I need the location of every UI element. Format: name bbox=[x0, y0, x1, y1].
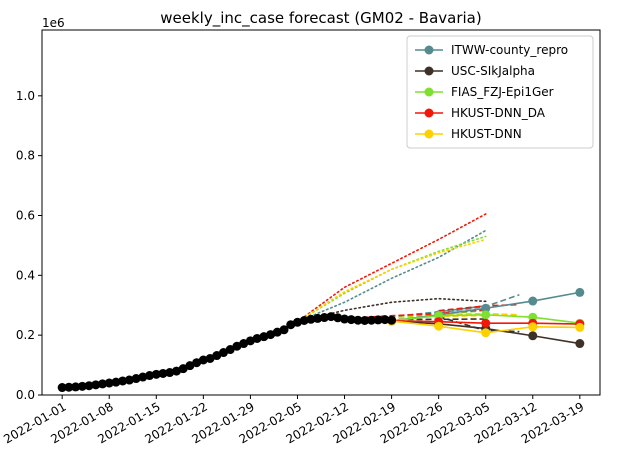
legend-label: HKUST-DNN_DA bbox=[451, 106, 546, 120]
observed-point bbox=[111, 377, 121, 387]
observed-point bbox=[346, 315, 356, 325]
observed-point bbox=[340, 314, 350, 324]
observed-point bbox=[219, 348, 229, 358]
y-tick-label: 0.4 bbox=[16, 268, 35, 282]
chart-title: weekly_inc_case forecast (GM02 - Bavaria… bbox=[160, 9, 481, 28]
series-point bbox=[528, 331, 538, 341]
observed-point bbox=[212, 351, 222, 361]
forecast-dotted-line bbox=[296, 229, 487, 323]
plot-area bbox=[57, 213, 585, 393]
observed-point bbox=[326, 312, 336, 322]
legend-label: HKUST-DNN bbox=[451, 127, 522, 141]
observed-point bbox=[380, 315, 390, 325]
observed-point bbox=[185, 361, 195, 371]
observed-point bbox=[319, 313, 329, 323]
observed-point bbox=[84, 381, 94, 391]
observed-point bbox=[98, 379, 108, 389]
observed-point bbox=[366, 315, 376, 325]
y-tick-label: 0.8 bbox=[16, 149, 35, 163]
observed-point bbox=[91, 380, 101, 390]
observed-point bbox=[77, 381, 87, 391]
observed-point bbox=[118, 376, 128, 386]
observed-point bbox=[333, 313, 343, 323]
observed-point bbox=[165, 368, 175, 378]
observed-point bbox=[145, 371, 155, 381]
observed-point bbox=[138, 372, 148, 382]
y-tick-label: 0.6 bbox=[16, 208, 35, 222]
observed-point bbox=[124, 375, 134, 385]
legend: ITWW-county_repro USC-SIkJalpha FIAS_FZJ-E… bbox=[406, 35, 594, 149]
observed-point bbox=[353, 315, 363, 325]
observed-point bbox=[131, 374, 141, 384]
observed-point bbox=[151, 369, 161, 379]
series-point bbox=[575, 339, 585, 349]
observed-point bbox=[178, 364, 188, 374]
legend-box bbox=[406, 35, 594, 149]
series-point bbox=[481, 318, 491, 328]
y-tick-label: 1.0 bbox=[16, 89, 35, 103]
observed-point bbox=[198, 355, 208, 365]
series-point bbox=[528, 322, 538, 332]
observed-point bbox=[299, 316, 309, 326]
legend-marker bbox=[424, 45, 434, 55]
y-tick-label: 0.2 bbox=[16, 328, 35, 342]
series-point bbox=[434, 321, 444, 331]
legend-marker bbox=[424, 66, 434, 76]
series-point bbox=[481, 328, 491, 338]
legend-label: USC-SIkJalpha bbox=[451, 64, 535, 78]
observed-point bbox=[373, 315, 383, 325]
y-exponent-label: 1e6 bbox=[42, 16, 65, 30]
legend-marker bbox=[424, 129, 434, 139]
legend-marker bbox=[424, 87, 434, 97]
observed-point bbox=[64, 382, 74, 392]
legend-label: ITWW-county_repro bbox=[451, 43, 568, 57]
observed-point bbox=[205, 354, 215, 363]
series-point bbox=[575, 322, 585, 332]
y-tick-label: 0.0 bbox=[16, 388, 35, 402]
forecast-dotted-line bbox=[296, 238, 487, 323]
forecast-dotted-line bbox=[296, 213, 487, 323]
observed-point bbox=[387, 315, 397, 325]
series-point bbox=[481, 303, 491, 313]
observed-point bbox=[279, 325, 289, 335]
legend-marker bbox=[424, 108, 434, 118]
legend-label: FIAS_FZJ-Epi1Ger bbox=[451, 85, 554, 99]
observed-point bbox=[360, 316, 370, 326]
observed-point bbox=[71, 382, 81, 392]
series-point bbox=[481, 310, 491, 320]
observed-point bbox=[57, 383, 67, 393]
series-point bbox=[575, 287, 585, 297]
observed-point bbox=[313, 313, 323, 323]
axes-frame bbox=[41, 29, 601, 396]
observed-point bbox=[158, 368, 168, 378]
observed-point bbox=[306, 314, 316, 324]
series-point bbox=[528, 296, 538, 306]
observed-point bbox=[225, 345, 235, 355]
observed-point bbox=[104, 378, 114, 388]
